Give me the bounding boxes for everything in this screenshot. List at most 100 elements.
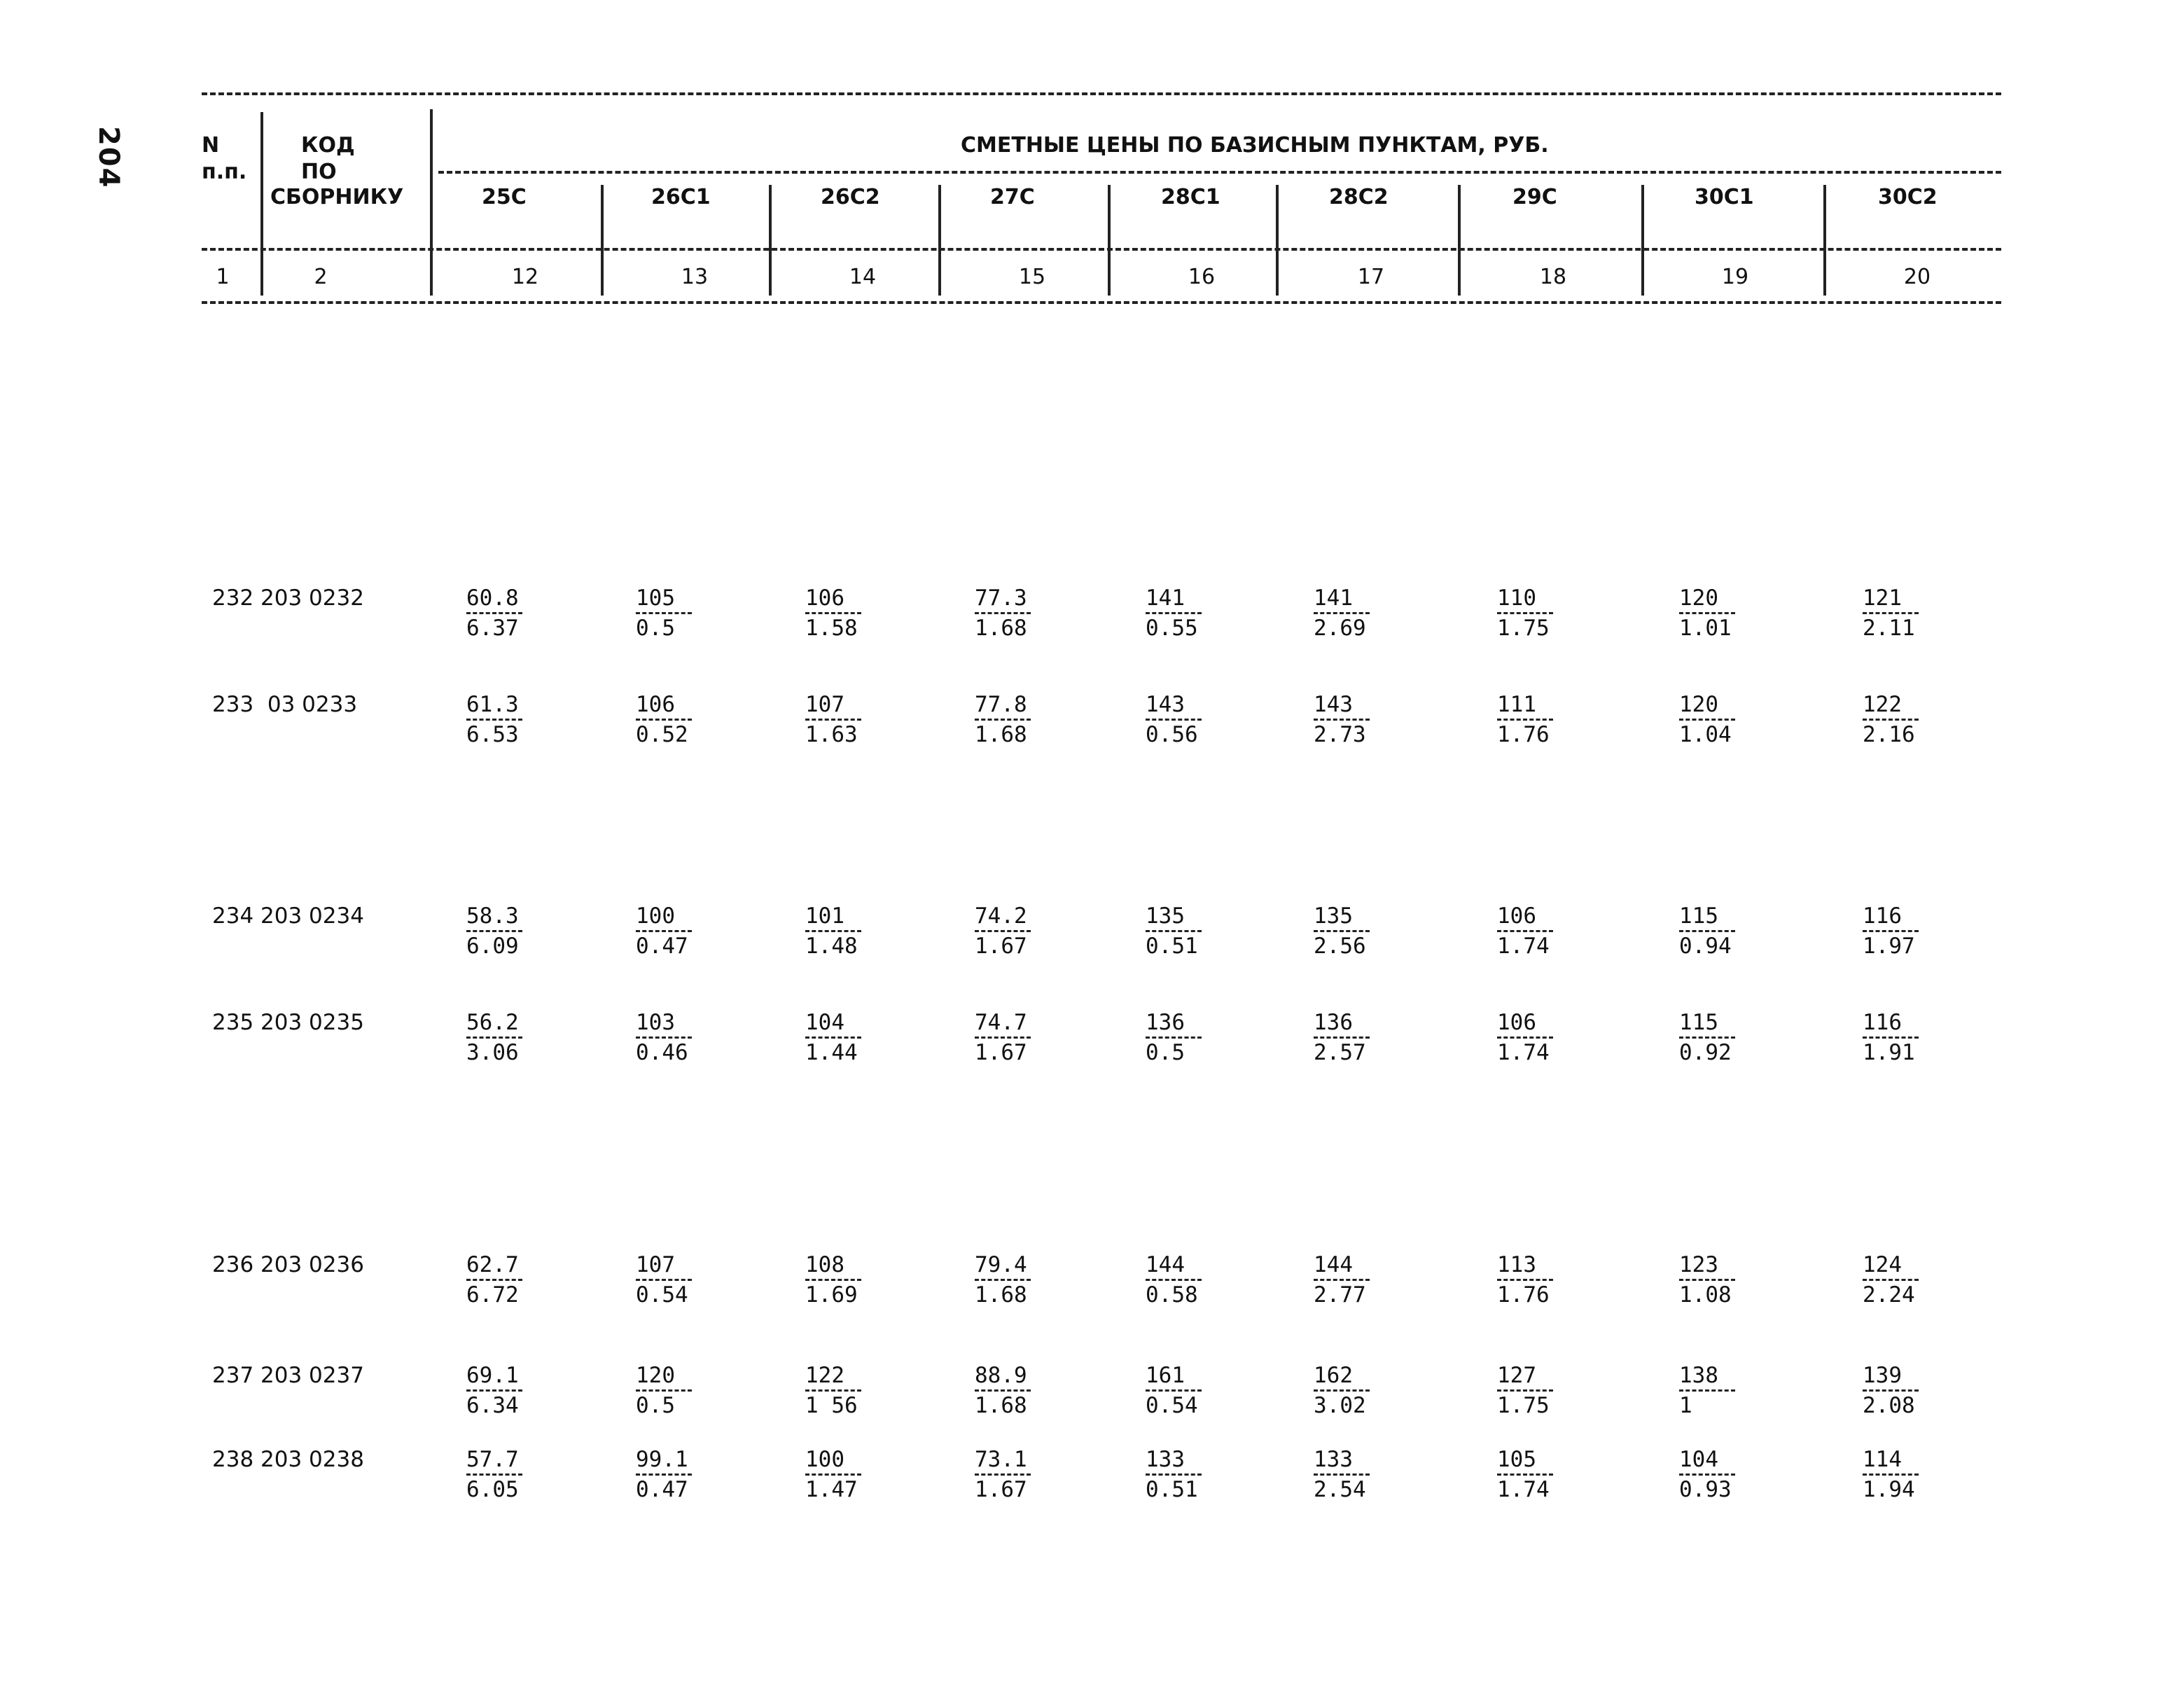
price-cell: 141 2.69 [1314,585,1391,641]
header-divider [1823,185,1826,296]
fraction-bar [975,1389,1031,1392]
column-number: 19 [1721,265,1749,289]
coefficient-value: 0.5 [636,616,675,641]
price-cell: 107 1.63 [805,692,882,747]
fraction-bar [1314,1389,1370,1392]
fraction-bar [1497,930,1553,932]
fraction-bar [975,930,1031,932]
price-value: 88.9 [975,1363,1027,1388]
price-cell: 79.4 1.68 [975,1252,1052,1308]
coefficient-value: 6.72 [466,1282,519,1308]
price-value: 144 [1314,1252,1353,1277]
fraction-bar [805,1473,861,1476]
price-cell: 60.8 6.37 [466,585,543,641]
fraction-bar [975,1473,1031,1476]
price-value: 58.3 [466,903,519,929]
price-value: 99.1 [636,1447,688,1472]
price-cell: 106 1.74 [1497,903,1574,959]
fraction-bar [1863,612,1919,614]
price-value: 100 [805,1447,844,1472]
column-header: 27С [990,185,1035,209]
price-value: 74.2 [975,903,1027,929]
price-cell: 115 0.94 [1679,903,1756,959]
price-cell: 120 1.04 [1679,692,1756,747]
price-value: 104 [805,1010,844,1035]
fraction-bar [1314,1473,1370,1476]
fraction-bar [636,719,692,721]
coefficient-value: 2.11 [1863,616,1915,641]
fraction-bar [1863,1389,1919,1392]
price-value: 74.7 [975,1010,1027,1035]
price-cell: 161 0.54 [1146,1363,1223,1418]
fraction-bar [1314,930,1370,932]
fraction-bar [1497,1036,1553,1039]
price-value: 79.4 [975,1252,1027,1277]
price-cell: 122 1 56 [805,1363,882,1418]
price-value: 56.2 [466,1010,519,1035]
fraction-bar [466,1473,522,1476]
coefficient-value: 2.56 [1314,934,1366,959]
price-cell: 77.8 1.68 [975,692,1052,747]
coefficient-value: 6.53 [466,722,519,747]
coefficient-value: 1.67 [975,934,1027,959]
coefficient-value: 2.16 [1863,722,1915,747]
price-cell: 77.3 1.68 [975,585,1052,641]
fraction-bar [1863,930,1919,932]
header-divider [938,185,941,296]
coefficient-value: 2.57 [1314,1040,1366,1065]
column-header: 25С [482,185,527,209]
price-value: 133 [1146,1447,1185,1472]
fraction-bar [1679,1473,1735,1476]
fraction-bar [636,1389,692,1392]
fraction-bar [1679,1279,1735,1281]
price-value: 143 [1146,692,1185,717]
coefficient-value: 0.58 [1146,1282,1198,1308]
fraction-bar [1863,1473,1919,1476]
fraction-bar [1497,1473,1553,1476]
fraction-bar [975,719,1031,721]
price-cell: 135 2.56 [1314,903,1391,959]
price-cell: 135 0.51 [1146,903,1223,959]
coefficient-value: 1.63 [805,722,858,747]
price-cell: 106 1.58 [805,585,882,641]
header-divider [601,185,604,296]
coefficient-value: 1.75 [1497,1393,1550,1418]
fraction-bar [805,1279,861,1281]
fraction-bar [1314,1279,1370,1281]
fraction-bar [805,930,861,932]
price-value: 161 [1146,1363,1185,1388]
fraction-bar [1679,930,1735,932]
price-value: 73.1 [975,1447,1027,1472]
row-label: 236 203 0236 [212,1252,364,1277]
coefficient-value: 1.67 [975,1477,1027,1502]
coefficient-value: 1.47 [805,1477,858,1502]
price-cell: 100 1.47 [805,1447,882,1502]
price-cell: 105 0.5 [636,585,713,641]
price-cell: 144 0.58 [1146,1252,1223,1308]
price-cell: 138 1 [1679,1363,1756,1418]
price-value: 120 [1679,585,1718,611]
price-cell: 56.2 3.06 [466,1010,543,1065]
coefficient-value: 0.5 [1146,1040,1185,1065]
price-value: 115 [1679,903,1718,929]
price-cell: 136 2.57 [1314,1010,1391,1065]
coefficient-value: 1.04 [1679,722,1732,747]
fraction-bar [1146,1389,1202,1392]
price-cell: 106 0.52 [636,692,713,747]
fraction-bar [1497,612,1553,614]
price-value: 122 [1863,692,1902,717]
coefficient-value: 1.68 [975,1282,1027,1308]
fraction-bar [1314,612,1370,614]
price-cell: 62.7 6.72 [466,1252,543,1308]
price-value: 106 [1497,1010,1536,1035]
price-cell: 105 1.74 [1497,1447,1574,1502]
fraction-bar [466,930,522,932]
price-value: 162 [1314,1363,1353,1388]
price-value: 143 [1314,692,1353,717]
column-header: 26С1 [651,185,711,209]
price-cell: 108 1.69 [805,1252,882,1308]
row-label: 237 203 0237 [212,1363,364,1388]
coefficient-value: 2.77 [1314,1282,1366,1308]
fraction-bar [1863,1036,1919,1039]
price-cell: 57.7 6.05 [466,1447,543,1502]
